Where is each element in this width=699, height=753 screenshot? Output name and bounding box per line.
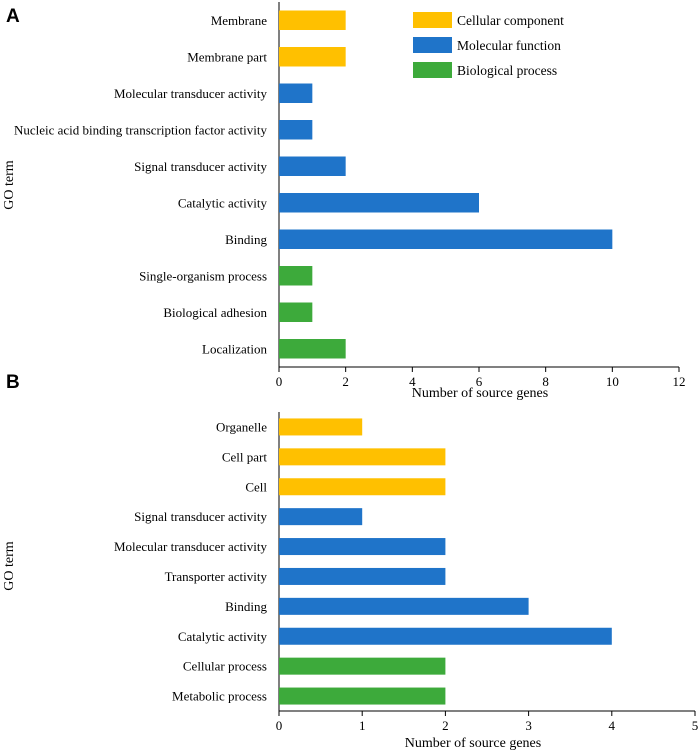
panel-a-bar-nucleic-acid-binding-transcription-factor-activity xyxy=(279,120,313,140)
legend-label-molecular-function: Molecular function xyxy=(457,38,561,53)
panel-a-category-label: Localization xyxy=(202,341,267,356)
panel-a-category-label: Signal transducer activity xyxy=(134,159,267,174)
panel-a-category-label: Nucleic acid binding transcription facto… xyxy=(14,122,268,137)
legend-label-biological-process: Biological process xyxy=(457,63,557,78)
panel-a-x-tick-label: 12 xyxy=(673,374,686,389)
panel-b-bar-cell xyxy=(279,478,446,496)
panel-a-category-label: Membrane part xyxy=(187,49,267,64)
legend-entry-biological-process: Biological process xyxy=(413,62,557,78)
legend-entry-cellular-component: Cellular component xyxy=(413,12,564,28)
panel-b-letter: B xyxy=(6,372,20,393)
panel-b-y-axis-title: GO term xyxy=(2,541,17,590)
panel-a-category-label: Catalytic activity xyxy=(178,195,268,210)
panel-a-x-tick-label: 0 xyxy=(276,374,283,389)
panel-b-bar-molecular-transducer-activity xyxy=(279,538,446,556)
panel-b-category-label: Binding xyxy=(225,599,267,614)
panel-b-category-label: Cell part xyxy=(222,449,268,464)
panel-b-x-tick-label: 4 xyxy=(609,718,616,733)
legend-swatch-biological-process xyxy=(413,62,452,78)
panel-b-x-tick-label: 5 xyxy=(692,718,699,733)
panel-b-category-label: Signal transducer activity xyxy=(134,509,267,524)
panel-b-bar-binding xyxy=(279,597,529,615)
panel-a-category-label: Binding xyxy=(225,232,267,247)
panel-a-x-tick-label: 8 xyxy=(542,374,549,389)
panel-b-bar-metabolic-process xyxy=(279,687,446,705)
panel-a-plot: 0 2 4 6 8 10 12 Membrane Membrane part Molecular … xyxy=(14,2,686,389)
panel-b-bar-cell-part xyxy=(279,448,446,466)
panel-a: A GO term 0 2 4 6 8 10 12 Membrane Membrane part… xyxy=(2,2,686,401)
panel-b-category-label: Catalytic activity xyxy=(178,629,268,644)
panel-b-x-tick-label: 1 xyxy=(359,718,366,733)
panel-b-bar-catalytic-activity xyxy=(279,627,612,645)
panel-a-x-tick-label: 6 xyxy=(476,374,483,389)
panel-b-category-label: Organelle xyxy=(216,419,267,434)
panel-a-category-label: Biological adhesion xyxy=(163,305,267,320)
panel-a-bar-biological-adhesion xyxy=(279,302,313,322)
panel-b-x-tick-label: 2 xyxy=(442,718,449,733)
panel-a-category-label: Single-organism process xyxy=(139,268,267,283)
panel-a-bar-membrane xyxy=(279,10,346,30)
panel-a-x-tick-label: 2 xyxy=(342,374,349,389)
panel-a-x-axis-title: Number of source genes xyxy=(412,386,548,401)
panel-a-bar-localization xyxy=(279,339,346,359)
panel-a-bar-membrane-part xyxy=(279,47,346,67)
legend-entry-molecular-function: Molecular function xyxy=(413,37,561,53)
panel-a-x-tick-label: 10 xyxy=(606,374,619,389)
panel-b-bar-transporter-activity xyxy=(279,567,446,585)
panel-b-category-label: Cellular process xyxy=(183,659,267,674)
panel-a-y-axis-title: GO term xyxy=(2,160,17,209)
legend: Cellular component Molecular function Bi… xyxy=(413,12,564,78)
panel-b-category-label: Molecular transducer activity xyxy=(114,539,268,554)
panel-b-category-label: Cell xyxy=(245,479,267,494)
legend-swatch-cellular-component xyxy=(413,12,452,28)
legend-label-cellular-component: Cellular component xyxy=(457,13,564,28)
legend-swatch-molecular-function xyxy=(413,37,452,53)
panel-b-x-tick-label: 3 xyxy=(525,718,532,733)
panel-b-bar-organelle xyxy=(279,418,363,436)
panel-a-letter: A xyxy=(6,6,20,27)
panel-a-category-label: Molecular transducer activity xyxy=(114,86,268,101)
panel-a-category-label: Membrane xyxy=(211,13,268,28)
panel-b-bar-signal-transducer-activity xyxy=(279,508,363,526)
panel-a-bar-catalytic-activity xyxy=(279,193,479,213)
panel-a-x-tick-label: 4 xyxy=(409,374,416,389)
panel-a-bar-molecular-transducer-activity xyxy=(279,83,313,103)
panel-a-bar-single-organism-process xyxy=(279,266,313,286)
panel-b-category-label: Transporter activity xyxy=(165,569,268,584)
panel-b-category-label: Metabolic process xyxy=(172,689,267,704)
panel-b-x-axis-title: Number of source genes xyxy=(405,736,541,751)
panel-b-bar-cellular-process xyxy=(279,657,446,675)
panel-a-bar-signal-transducer-activity xyxy=(279,156,346,176)
panel-b-x-tick-label: 0 xyxy=(276,718,283,733)
panel-a-bar-binding xyxy=(279,229,613,249)
panel-b-plot: 0 1 2 3 4 5 Organelle Cell part Cell Signal trans… xyxy=(114,412,698,733)
